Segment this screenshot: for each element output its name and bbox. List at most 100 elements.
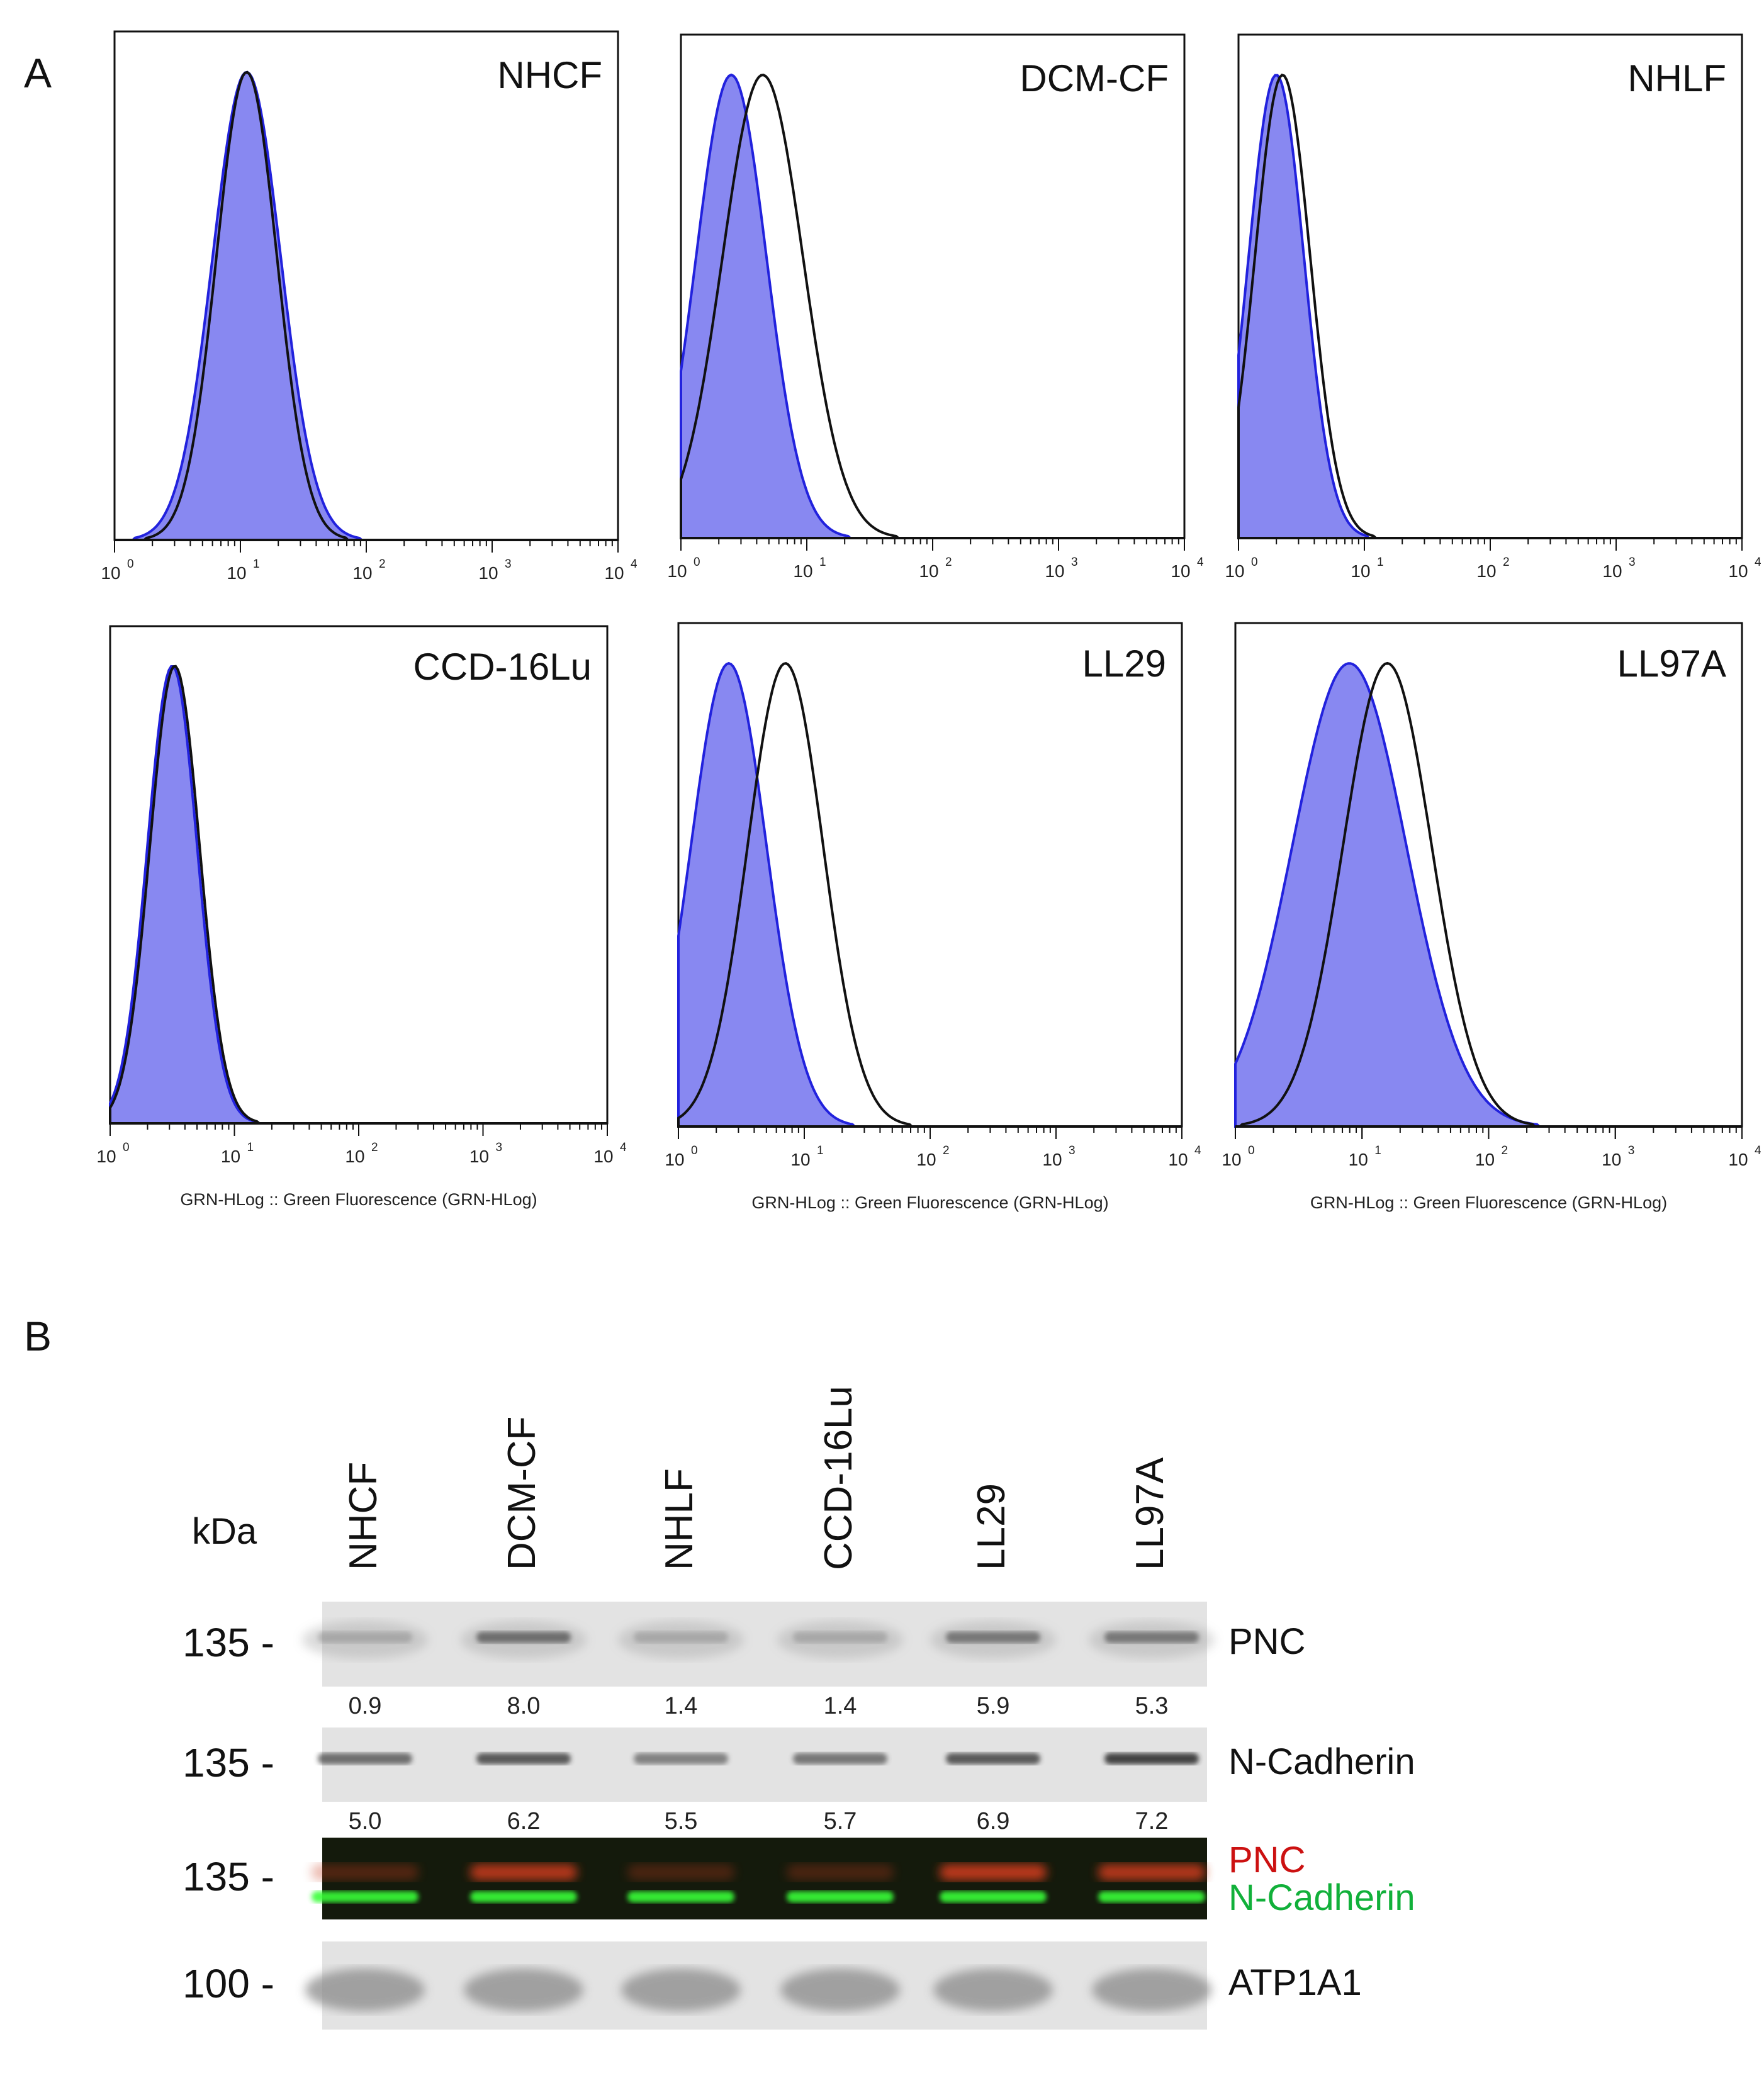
ncad-green-band <box>470 1891 577 1902</box>
x-tick-exponent: 0 <box>127 558 134 571</box>
x-tick-exponent: 3 <box>1071 556 1078 569</box>
pnc-red-band <box>940 1864 1047 1880</box>
protein-band <box>464 1969 583 2011</box>
x-tick-exponent: 4 <box>631 558 638 571</box>
mw-marker-row-3: 135 - <box>183 1854 274 1899</box>
quant-value: 5.3 <box>1135 1693 1169 1719</box>
protein-band <box>793 1631 887 1643</box>
quant-value: 5.7 <box>823 1808 857 1834</box>
quant-value: 5.9 <box>976 1693 1010 1719</box>
protein-band <box>318 1753 412 1765</box>
x-tick-label: 10 <box>227 563 246 583</box>
x-tick-label: 10 <box>1476 561 1496 581</box>
ncad-green-band <box>627 1891 734 1902</box>
quant-value: 5.5 <box>664 1808 698 1834</box>
pnc-red-band <box>1098 1864 1205 1880</box>
x-tick-exponent: 4 <box>620 1141 627 1154</box>
quant-value: 1.4 <box>823 1693 857 1719</box>
protein-band <box>946 1631 1040 1643</box>
histogram-title: NHCF <box>497 54 602 96</box>
quant-value: 5.0 <box>348 1808 382 1834</box>
x-tick-label: 10 <box>1045 561 1064 581</box>
x-tick-label: 10 <box>1222 1150 1241 1169</box>
x-tick-exponent: 1 <box>817 1144 824 1157</box>
x-axis-label: GRN-HLog :: Green Fluorescence (GRN-HLog… <box>751 1193 1108 1212</box>
series-black-outline <box>115 70 618 541</box>
protein-band <box>634 1631 728 1643</box>
x-tick-exponent: 1 <box>1374 1144 1381 1157</box>
x-axis-label: GRN-HLog :: Green Fluorescence (GRN-HLog… <box>1310 1193 1667 1212</box>
x-tick-exponent: 0 <box>691 1144 698 1157</box>
x-tick-label: 10 <box>916 1150 936 1169</box>
x-tick-label: 10 <box>1728 561 1748 581</box>
x-tick-exponent: 0 <box>1248 1144 1255 1157</box>
histogram-title: DCM-CF <box>1020 57 1169 99</box>
x-tick-exponent: 2 <box>1503 556 1510 569</box>
band-name-atp1a1: ATP1A1 <box>1228 1962 1362 2003</box>
blot-membrane <box>322 1838 1207 1919</box>
x-tick-exponent: 2 <box>943 1144 950 1157</box>
x-tick-exponent: 4 <box>1755 1144 1761 1157</box>
protein-band <box>318 1631 412 1643</box>
histogram-title: NHLF <box>1627 57 1726 99</box>
blot-row-3 <box>312 1838 1207 1919</box>
x-tick-label: 10 <box>793 561 812 581</box>
x-tick-exponent: 1 <box>247 1141 254 1154</box>
x-tick-exponent: 3 <box>496 1141 503 1154</box>
ncad-green-band <box>1098 1891 1205 1902</box>
mw-marker-row-2: 135 - <box>183 1740 274 1785</box>
ncad-green-band <box>940 1891 1047 1902</box>
blot-membrane <box>322 1728 1207 1802</box>
ncad-green-band <box>312 1891 419 1902</box>
x-tick-label: 10 <box>352 563 372 583</box>
x-tick-exponent: 4 <box>1194 1144 1201 1157</box>
x-tick-label: 10 <box>478 563 498 583</box>
x-tick-label: 10 <box>667 561 687 581</box>
protein-band <box>1092 1969 1211 2011</box>
protein-band <box>476 1753 571 1765</box>
protein-band <box>476 1631 571 1643</box>
x-tick-exponent: 4 <box>1755 556 1761 569</box>
protein-band <box>1104 1631 1199 1643</box>
ncad-green-band <box>787 1891 894 1902</box>
pnc-red-band <box>312 1864 419 1880</box>
mw-marker-row-1: 135 - <box>183 1619 274 1665</box>
x-tick-label: 10 <box>665 1150 684 1169</box>
x-tick-exponent: 1 <box>819 556 826 569</box>
x-tick-exponent: 3 <box>1629 556 1636 569</box>
band-name-n-cadherin: N-Cadherin <box>1228 1741 1415 1782</box>
histogram-title: LL29 <box>1082 643 1166 685</box>
x-tick-exponent: 3 <box>1628 1144 1635 1157</box>
protein-band <box>793 1753 887 1765</box>
pnc-red-band <box>470 1864 577 1880</box>
quant-value: 1.4 <box>664 1693 698 1719</box>
x-tick-exponent: 2 <box>945 556 952 569</box>
histogram-nhlf: 10 0 10 1 10 2 10 3 10 4 NHLF <box>1225 33 1761 581</box>
x-tick-exponent: 1 <box>253 558 260 571</box>
x-tick-exponent: 2 <box>1502 1144 1508 1157</box>
histogram-nhcf: 10 0 10 1 10 2 10 3 10 4 NHCF <box>101 30 638 583</box>
blot-row-1 <box>302 1602 1215 1687</box>
series-black-outline <box>1235 661 1742 1128</box>
protein-band <box>1104 1753 1199 1765</box>
blot-membrane <box>322 1602 1207 1687</box>
protein-band <box>946 1753 1040 1765</box>
x-tick-label: 10 <box>919 561 938 581</box>
x-tick-label: 10 <box>221 1147 240 1166</box>
x-tick-exponent: 4 <box>1197 556 1204 569</box>
x-tick-exponent: 2 <box>371 1141 378 1154</box>
quant-value: 8.0 <box>507 1693 541 1719</box>
blot-row-4 <box>305 1941 1211 2030</box>
histogram-dcm-cf: 10 0 10 1 10 2 10 3 10 4 DCM-CF <box>667 33 1204 581</box>
x-tick-label: 10 <box>345 1147 364 1166</box>
x-tick-label: 10 <box>1042 1150 1062 1169</box>
lane-label-ll97a: LL97A <box>1128 1457 1172 1570</box>
x-tick-exponent: 0 <box>1251 556 1258 569</box>
x-tick-label: 10 <box>1168 1150 1188 1169</box>
quant-value: 6.9 <box>976 1808 1010 1834</box>
x-tick-exponent: 0 <box>123 1141 130 1154</box>
quant-value: 7.2 <box>1135 1808 1169 1834</box>
histogram-title: LL97A <box>1617 643 1727 685</box>
